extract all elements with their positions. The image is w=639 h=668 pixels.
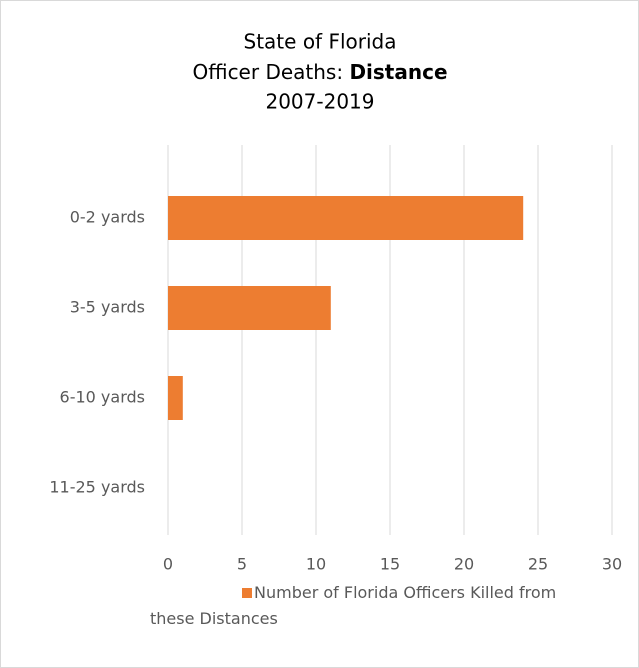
x-tick-label: 30 — [602, 555, 622, 574]
x-tick-label: 15 — [380, 555, 400, 574]
title-part: Officer Deaths: — [192, 60, 349, 84]
legend: Number of Florida Officers Killed from t… — [150, 580, 590, 632]
y-tick-label: 11-25 yards — [49, 478, 145, 497]
y-tick-label: 6-10 yards — [60, 388, 145, 407]
bar — [168, 286, 331, 330]
legend-swatch — [242, 588, 252, 598]
y-tick-label: 0-2 yards — [70, 208, 145, 227]
x-tick-label: 0 — [163, 555, 173, 574]
chart-title: Officer Deaths: Distance — [192, 60, 447, 84]
chart-title: State of Florida — [244, 30, 397, 54]
legend-label: Number of Florida Officers Killed from t… — [150, 583, 557, 628]
title-bold: Distance — [349, 60, 447, 84]
y-tick-label: 3-5 yards — [70, 298, 145, 317]
x-tick-label: 5 — [237, 555, 247, 574]
x-tick-label: 10 — [306, 555, 326, 574]
x-tick-label: 25 — [528, 555, 548, 574]
chart-title: 2007-2019 — [265, 90, 374, 114]
x-tick-label: 20 — [454, 555, 474, 574]
bar — [168, 376, 183, 420]
bar — [168, 196, 524, 240]
